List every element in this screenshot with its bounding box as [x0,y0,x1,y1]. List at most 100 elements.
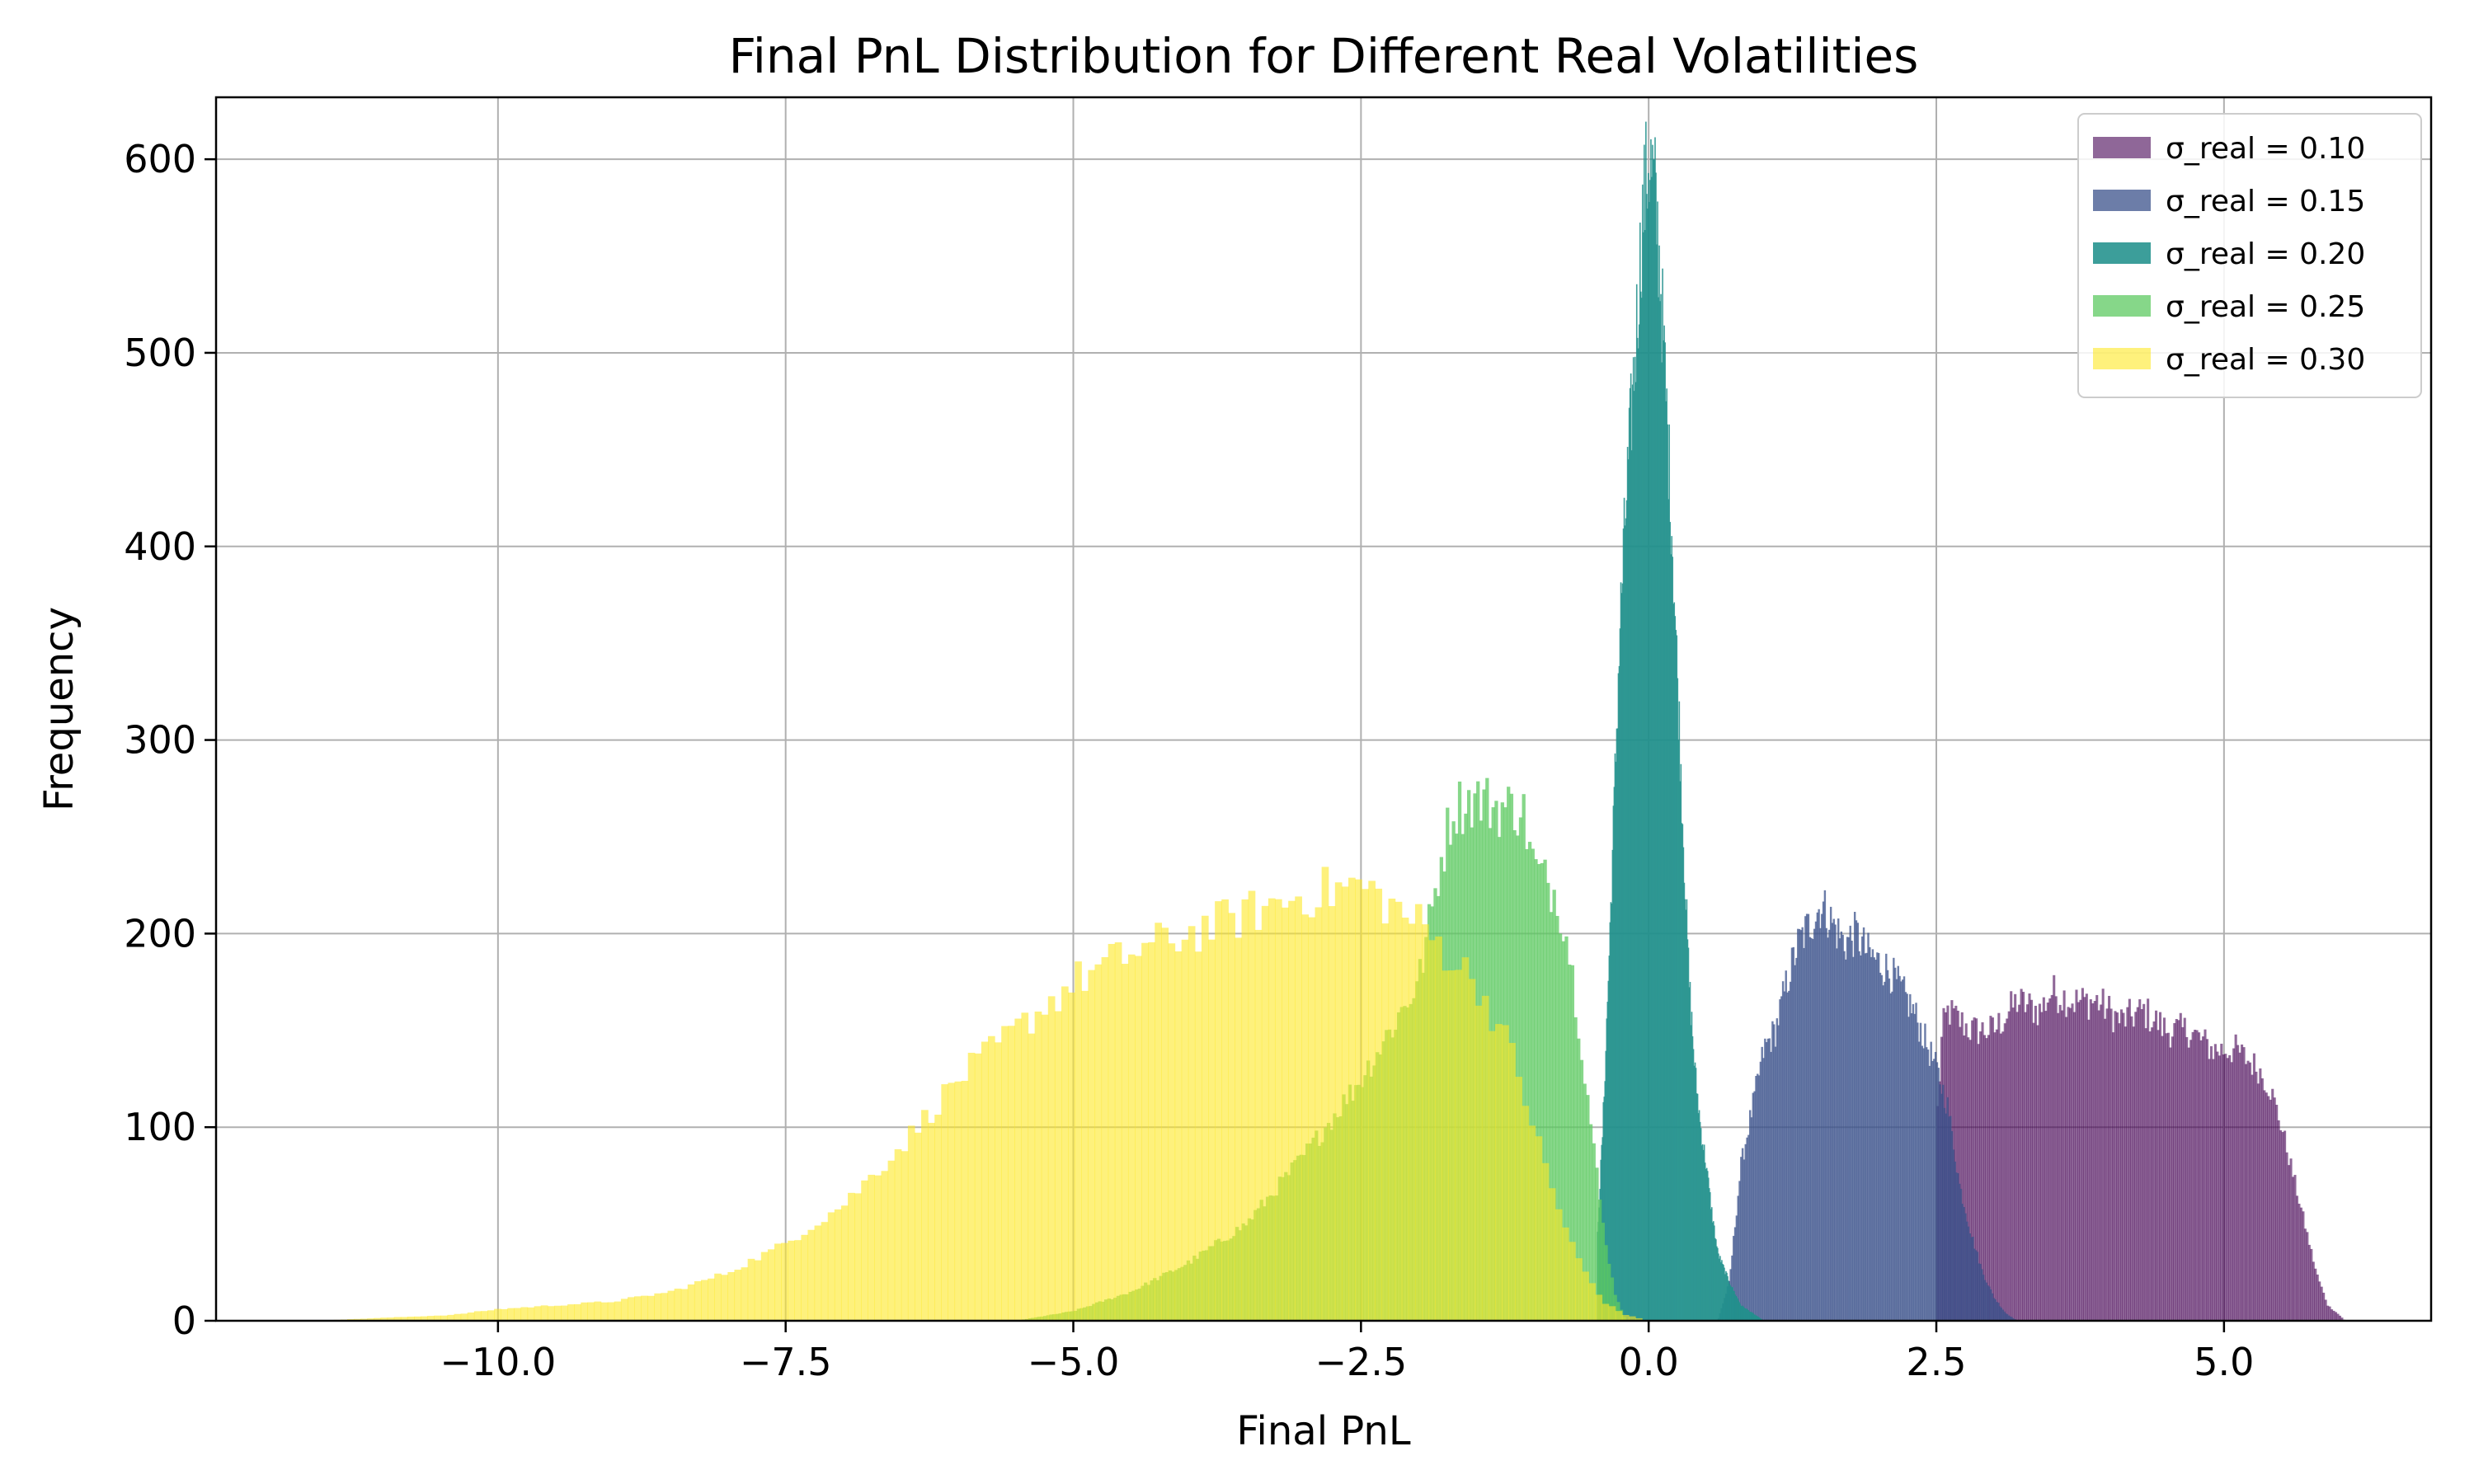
histogram-bar [2332,1310,2335,1321]
histogram-bar [1546,882,1550,1321]
y-axis-label: Frequency [36,607,82,811]
histogram-bar [1555,915,1559,1321]
histogram-bar [1700,1145,1703,1321]
histogram-bar [1788,990,1790,1321]
histogram-bar [1362,889,1369,1321]
histogram-bar [1301,914,1310,1321]
histogram-bar [1181,939,1189,1321]
histogram-bar [1475,1005,1483,1321]
histogram-bar [1804,916,1807,1321]
histogram-bar [1657,201,1658,1321]
histogram-bar [480,1311,488,1321]
histogram-bar [1858,951,1860,1321]
histogram-bar [1653,159,1654,1321]
histogram-bar [1818,909,1820,1321]
histogram-bar [1651,176,1653,1322]
y-tick-label: 500 [124,331,196,375]
legend-entry: σ_real = 0.15 [2166,185,2365,218]
histogram-bar [1964,1213,1967,1321]
histogram-bar [2312,1261,2315,1321]
histogram-bar [1840,931,1843,1321]
histogram-bar [2100,1004,2103,1321]
histogram-bar [840,1205,849,1321]
histogram-bar [1704,1162,1706,1321]
histogram-bar [1577,1038,1581,1321]
histogram-bar [1889,993,1892,1321]
histogram-bar [1747,1134,1750,1321]
histogram-bar [2018,1004,2021,1321]
histogram-bar [1008,1026,1015,1321]
histogram-bar [734,1270,742,1321]
histogram-bar [1522,1106,1530,1321]
histogram-bar [1743,1306,1745,1321]
histogram-bar [1621,583,1624,1321]
histogram-bar [1650,139,1652,1321]
histogram-bar [1573,1017,1578,1321]
histogram-bar [1684,899,1686,1321]
histogram-bar [1795,957,1798,1321]
histogram-bar [2009,1316,2012,1321]
histogram-bar [1722,1263,1724,1321]
histogram-bar [1568,964,1572,1321]
histogram-bar [1610,902,1612,1321]
histogram-bar [2185,1036,2189,1321]
histogram-bar [2109,1008,2113,1321]
histogram-bar [520,1307,529,1321]
histogram-bar [961,1080,969,1321]
histogram-bar [1912,1003,1915,1321]
histogram-bar [2338,1315,2341,1321]
histogram-bar [1964,1023,1968,1321]
histogram-bar [1625,518,1627,1321]
histogram-bar [2279,1129,2283,1321]
histogram-bar [1930,1041,1932,1321]
histogram-bar [1971,1020,1974,1321]
histogram-bar [1706,1171,1709,1321]
x-tick-label: −5.0 [1028,1340,1120,1384]
histogram-bar [1703,1144,1705,1321]
histogram-bar [1757,1316,1759,1321]
histogram-bar [1829,906,1832,1321]
histogram-bar [1612,805,1615,1321]
legend-entry: σ_real = 0.20 [2166,237,2365,271]
histogram-bar [1639,222,1641,1322]
histogram-bar [1989,1016,1992,1321]
histogram-bar [1595,1167,1599,1321]
histogram-bar [2114,1011,2117,1321]
histogram-bar [1732,1287,1733,1321]
histogram-bar [2194,1029,2197,1321]
histogram-series-2 [1597,121,1765,1322]
histogram-bar [2130,1016,2133,1321]
histogram-bar [2003,1311,2006,1321]
histogram-bar [1515,1077,1523,1321]
histogram-bar [2220,1043,2223,1321]
histogram-bar [721,1275,728,1321]
histogram-bar [2155,1010,2158,1321]
histogram-bar [374,1317,382,1321]
histogram-bar [2226,1058,2229,1321]
histogram-bar [1729,1283,1730,1321]
histogram-bar [1665,401,1667,1321]
histogram-bar [1755,1075,1757,1321]
histogram-bar [1979,1031,1982,1321]
histogram-bar [2293,1175,2297,1321]
histogram-bar [767,1249,775,1321]
histogram-bar [1961,1204,1964,1321]
histogram-bar [2232,1048,2236,1321]
legend-entry: σ_real = 0.10 [2166,132,2365,166]
histogram-bar [1676,635,1678,1321]
histogram-bar [1757,1073,1759,1321]
histogram-bar [1710,1207,1713,1321]
histogram-bar [1685,909,1687,1321]
histogram-bar [1862,927,1865,1321]
histogram-bar [1595,1294,1603,1321]
histogram-bar [1637,348,1639,1322]
histogram-bar [1114,942,1122,1321]
histogram-bar [1014,1018,1023,1321]
histogram-bar [1561,941,1565,1321]
histogram-bar [1608,956,1611,1321]
histogram-bar [1849,925,1851,1321]
histogram-bar [1902,979,1904,1321]
histogram-bar [1771,1021,1774,1321]
histogram-bar [1999,1033,2002,1321]
